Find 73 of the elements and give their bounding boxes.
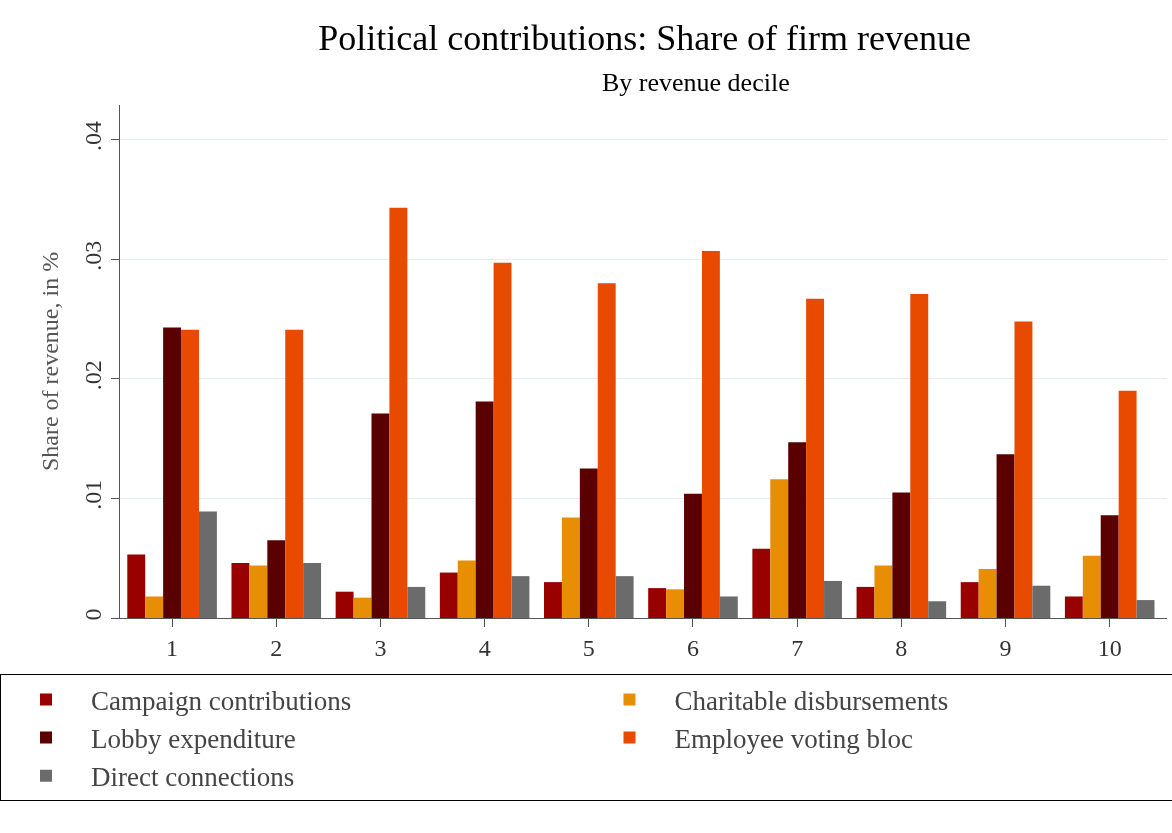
bar [511,576,530,618]
bar [371,413,390,618]
bar [910,293,929,618]
y-tick-label: .03 [80,240,107,271]
x-tick-label: 8 [895,634,908,661]
bar [1082,555,1101,618]
bar [615,576,634,618]
bar [198,511,217,618]
bar [353,597,372,618]
bar [1032,585,1051,618]
bar [407,586,426,618]
bar [457,560,476,618]
bar [493,262,512,618]
bar [752,548,771,618]
bar [1064,596,1083,618]
y-tick-label: 0 [80,608,107,621]
legend-label: Charitable disbursements [674,686,949,717]
x-tick-label: 10 [1097,634,1122,661]
y-tick-label: .04 [80,121,107,152]
bar [824,580,842,618]
bar [701,250,720,618]
bar [770,479,789,618]
bar [579,468,598,618]
bar [127,554,146,618]
bar [231,562,250,618]
bar [1100,515,1119,618]
bar [145,596,164,618]
bar [1014,321,1033,618]
x-tick-label: 9 [999,634,1012,661]
bar [475,401,494,618]
bar [1118,390,1137,618]
y-axis-title: Share of revenue, in % [36,251,63,472]
bar [856,586,875,618]
bar [249,565,268,618]
x-tick-label: 3 [374,634,387,661]
x-tick-label: 1 [166,634,179,661]
bar [874,565,893,618]
bar [163,327,182,618]
bar [978,568,997,618]
bar [666,589,685,618]
legend-label: Campaign contributions [91,686,352,717]
x-tick-label: 4 [478,634,491,661]
bar [561,517,580,618]
bar [1136,600,1155,618]
x-tick-label: 5 [582,634,595,661]
bar [544,582,562,618]
legend-label: Direct connections [91,762,295,793]
bar [996,454,1015,618]
bar [335,591,354,618]
bar [285,329,304,618]
bar [648,588,667,618]
y-tick-label: .01 [80,479,107,510]
bar [684,493,702,618]
x-tick-label: 2 [270,634,283,661]
bar [928,601,947,618]
bar [597,283,616,618]
legend-label: Employee voting bloc [674,724,913,755]
chart-subtitle: By revenue decile [602,68,790,97]
bar [719,596,738,618]
x-tick-label: 7 [791,634,804,661]
bar [806,298,825,618]
x-tick-label: 6 [686,634,699,661]
bar [960,582,979,618]
y-tick-label: .02 [80,360,107,391]
bar [788,442,807,618]
bar [892,492,911,618]
legend-label: Lobby expenditure [91,724,296,755]
bar [303,562,322,618]
bar [389,207,408,618]
bar [181,329,199,618]
bar [267,540,286,618]
chart-title: Political contributions: Share of firm revenue [318,17,972,58]
bar [439,572,458,618]
